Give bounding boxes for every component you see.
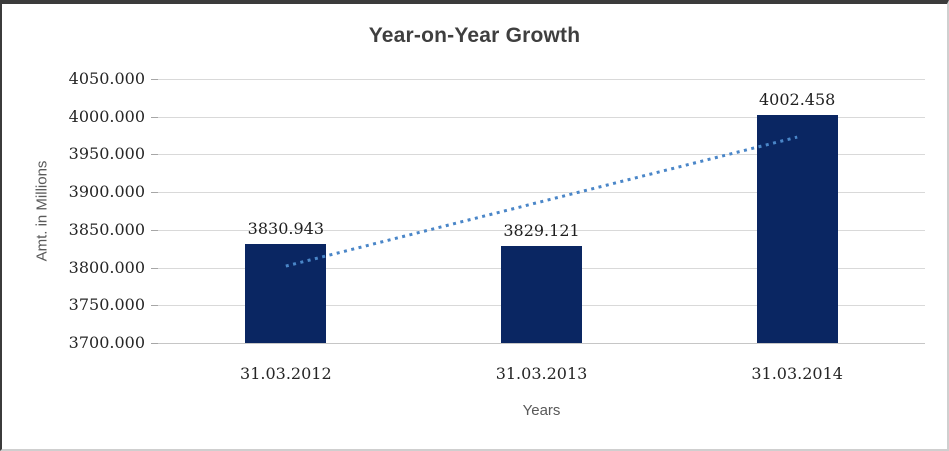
gridline <box>158 116 925 118</box>
y-axis-tickmark <box>151 192 158 194</box>
y-axis-tick-label: 4050.000 <box>68 69 145 88</box>
data-label: 4002.458 <box>758 89 836 109</box>
x-axis-tick-label: 31.03.2012 <box>240 364 332 383</box>
y-axis-tick-label: 3800.000 <box>68 257 145 277</box>
data-label: 3830.943 <box>247 219 324 239</box>
y-axis-tickmark <box>151 79 158 80</box>
y-axis-title: Amt. in Millions <box>33 160 51 262</box>
x-axis-tick-label: 31.03.2013 <box>495 364 588 383</box>
bar-31.03.2013 <box>501 245 582 343</box>
y-axis-tick-label: 3700.000 <box>68 333 145 352</box>
y-axis-tickmark <box>151 267 158 269</box>
y-axis-tickmark <box>151 116 158 118</box>
x-axis-tick-label: 31.03.2014 <box>751 364 843 383</box>
gridline <box>158 343 925 344</box>
gridline <box>158 192 925 194</box>
bar-31.03.2014 <box>756 114 838 343</box>
y-axis-tick-label: 3900.000 <box>68 182 145 202</box>
data-label: 3829.121 <box>503 220 580 240</box>
y-axis-tick-label: 3850.000 <box>68 219 145 239</box>
trendline <box>285 135 798 268</box>
x-axis-title: Years <box>522 402 561 419</box>
y-axis-tickmark <box>151 229 158 231</box>
gridline <box>158 229 925 231</box>
y-axis-tick-label: 4000.000 <box>68 106 145 126</box>
gridline <box>158 154 925 156</box>
chart-title: Year-on-Year Growth <box>368 24 581 47</box>
y-axis-tickmark <box>151 343 158 344</box>
bar-31.03.2012 <box>245 244 327 343</box>
gridline <box>158 79 925 80</box>
y-axis-tickmark <box>151 305 158 307</box>
y-axis-tickmark <box>151 154 158 156</box>
plot-area <box>158 79 925 344</box>
y-axis-tick-label: 3950.000 <box>68 144 145 164</box>
y-axis-tick-label: 3750.000 <box>68 295 145 315</box>
